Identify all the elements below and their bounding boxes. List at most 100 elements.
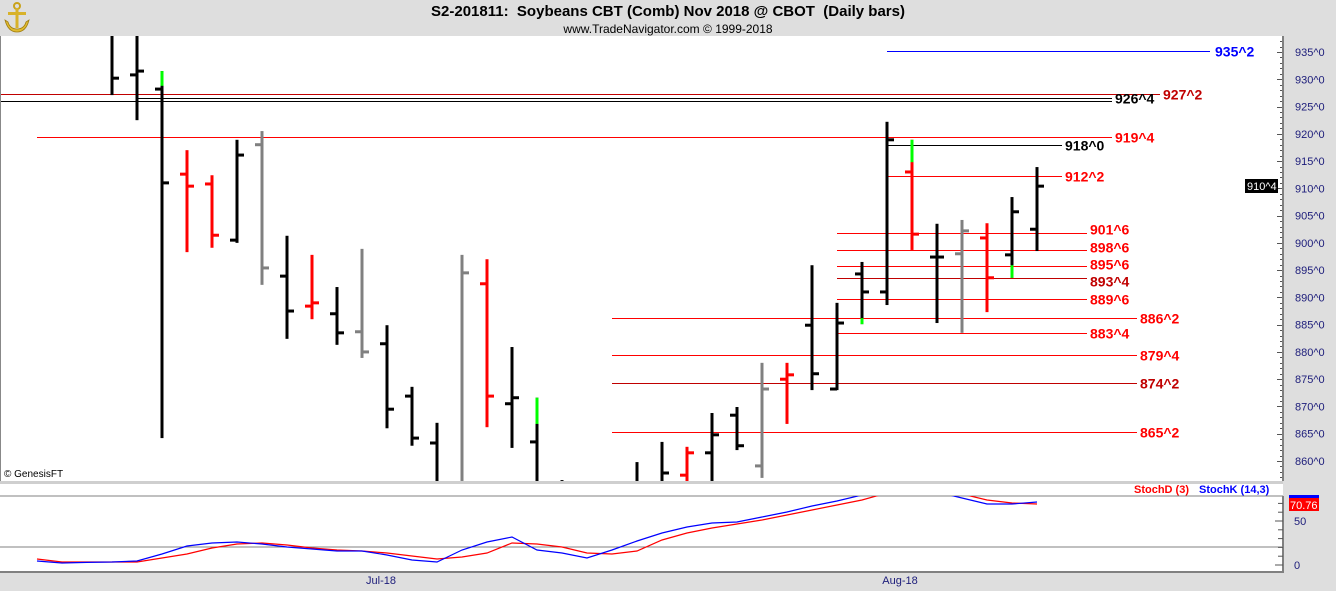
price-bar bbox=[755, 362, 769, 478]
stoch-last-box bbox=[1289, 498, 1319, 511]
bar-close-tick bbox=[737, 444, 744, 448]
level-label: 901^6 bbox=[1090, 222, 1130, 238]
price-bar bbox=[305, 254, 319, 320]
bar-close-tick bbox=[837, 321, 844, 325]
bar-close-tick bbox=[787, 373, 794, 377]
bar-range bbox=[685, 446, 689, 481]
bar-range bbox=[660, 441, 664, 481]
price-bar bbox=[255, 131, 269, 285]
bar-open-tick bbox=[830, 387, 837, 391]
bar-close-tick bbox=[962, 229, 969, 233]
bar-open-tick bbox=[880, 290, 887, 294]
price-bar bbox=[230, 139, 244, 243]
bar-range bbox=[960, 219, 964, 333]
price-bar bbox=[130, 36, 144, 121]
bar-open-tick bbox=[155, 87, 162, 91]
bar-range bbox=[985, 223, 989, 313]
panel-separator bbox=[0, 481, 1283, 484]
bar-range bbox=[835, 302, 839, 391]
level-label: 893^4 bbox=[1090, 274, 1130, 290]
stochk-line bbox=[36, 496, 1038, 564]
x-tick-jul: Jul-18 bbox=[366, 575, 396, 587]
bar-range bbox=[460, 254, 464, 481]
bar-open-tick bbox=[330, 312, 337, 316]
bar-close-tick bbox=[162, 181, 169, 185]
price-bar bbox=[505, 347, 519, 448]
bar-open-tick bbox=[255, 143, 262, 147]
bar-open-tick bbox=[930, 255, 937, 259]
bar-open-tick bbox=[205, 182, 212, 186]
bar-range bbox=[1010, 197, 1014, 278]
bar-open-tick bbox=[1030, 227, 1037, 231]
stochastic-axis: 50 0 bbox=[1275, 502, 1306, 572]
price-bar bbox=[405, 386, 419, 446]
stochd-line bbox=[36, 496, 1038, 563]
bar-open-tick bbox=[855, 272, 862, 276]
bar-open-tick bbox=[530, 440, 537, 444]
bar-range bbox=[110, 36, 114, 96]
level-label: 926^4 bbox=[1115, 91, 1155, 107]
price-bar bbox=[830, 302, 844, 391]
bar-close-tick bbox=[512, 396, 519, 400]
price-axis-label: 860^0 bbox=[1295, 456, 1325, 468]
price-bar bbox=[635, 462, 639, 481]
price-bar bbox=[730, 407, 744, 451]
price-bar bbox=[780, 362, 794, 424]
price-bar bbox=[355, 248, 369, 358]
level-label: 919^4 bbox=[1115, 130, 1155, 146]
bar-range bbox=[810, 265, 814, 391]
bar-range bbox=[1035, 167, 1039, 252]
price-bar bbox=[330, 287, 344, 345]
bar-close-tick bbox=[137, 69, 144, 73]
price-axis-label: 895^0 bbox=[1295, 265, 1325, 277]
bar-close-tick bbox=[212, 233, 219, 237]
price-axis-label: 920^0 bbox=[1295, 129, 1325, 141]
bar-range bbox=[260, 131, 264, 285]
price-bar bbox=[980, 223, 994, 313]
bar-open-tick bbox=[430, 441, 437, 445]
bar-range bbox=[185, 150, 189, 253]
price-bar bbox=[905, 139, 919, 250]
bar-close-tick bbox=[487, 394, 494, 398]
level-label: 895^6 bbox=[1090, 257, 1130, 273]
bar-range bbox=[635, 462, 639, 481]
gold-anchor-logo-icon bbox=[4, 2, 30, 33]
bar-open-tick bbox=[755, 464, 762, 468]
price-bar bbox=[705, 413, 719, 481]
price-axis-label: 875^0 bbox=[1295, 374, 1325, 386]
price-bar bbox=[110, 36, 119, 96]
bar-close-tick bbox=[112, 76, 119, 80]
bar-range bbox=[410, 386, 414, 446]
level-label: 886^2 bbox=[1140, 311, 1180, 327]
bar-highlight bbox=[1010, 265, 1014, 278]
bar-range bbox=[735, 407, 739, 451]
last-price-box bbox=[1245, 179, 1278, 193]
bar-range bbox=[760, 362, 764, 478]
bar-range bbox=[560, 480, 564, 481]
legend-stochd: StochD (3) bbox=[1134, 484, 1189, 496]
bar-range bbox=[285, 235, 289, 339]
bar-open-tick bbox=[480, 282, 487, 286]
bar-range bbox=[360, 248, 364, 358]
price-bar bbox=[955, 219, 969, 333]
bar-close-tick bbox=[662, 471, 669, 475]
bar-range bbox=[535, 397, 539, 481]
bar-close-tick bbox=[287, 309, 294, 313]
bar-open-tick bbox=[955, 252, 962, 256]
price-axis-label: 930^0 bbox=[1295, 74, 1325, 86]
bar-range bbox=[210, 175, 214, 248]
bar-close-tick bbox=[887, 138, 894, 142]
price-bar bbox=[560, 480, 564, 481]
bar-close-tick bbox=[362, 350, 369, 354]
level-label: 889^6 bbox=[1090, 292, 1130, 308]
bar-close-tick bbox=[312, 301, 319, 305]
price-bar bbox=[180, 150, 194, 253]
bar-range bbox=[935, 223, 939, 324]
stoch-last-marker bbox=[1289, 495, 1319, 498]
bar-close-tick bbox=[987, 276, 994, 280]
level-label: 918^0 bbox=[1065, 138, 1105, 154]
bar-close-tick bbox=[1037, 184, 1044, 188]
bar-open-tick bbox=[705, 451, 712, 455]
bar-close-tick bbox=[237, 153, 244, 157]
bar-close-tick bbox=[187, 184, 194, 188]
